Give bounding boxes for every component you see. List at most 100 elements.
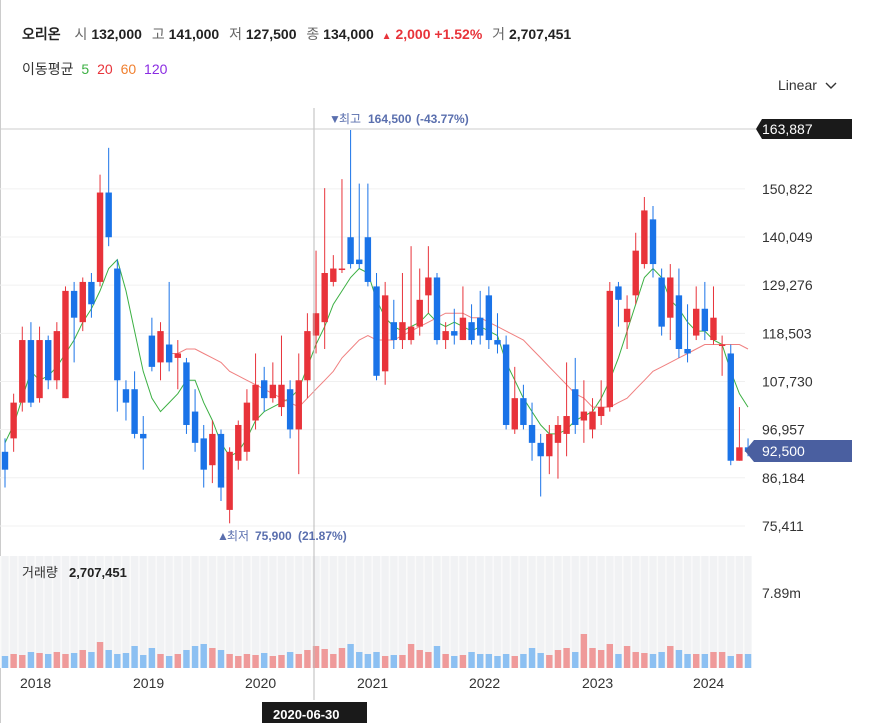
candle-body (537, 442, 544, 457)
volume-bar (597, 650, 605, 668)
candlestick-series (1, 129, 752, 524)
candle-body (407, 326, 415, 341)
moving-average-legend: 이동평균 5 20 60 120 (22, 59, 171, 79)
volume-bar (494, 656, 501, 668)
min-marker-value: 75,900 (255, 529, 292, 543)
candle-body (416, 299, 423, 327)
volume-column-bg (321, 556, 329, 668)
max-marker-value: 164,500 (368, 112, 412, 126)
candle-body (131, 389, 138, 434)
volume-bar (502, 654, 510, 668)
volume-bar (338, 648, 346, 668)
crosshair-date-label: 2020-06-30 (273, 707, 340, 722)
volume-bar (96, 642, 104, 668)
x-tick-label: 2020 (245, 675, 276, 691)
volume-bar (243, 654, 251, 668)
volume-column-bg (61, 556, 70, 668)
volume-column-bg (27, 556, 35, 668)
volume-bar (165, 656, 173, 668)
volume-column-bg (545, 556, 553, 668)
volume-bar (727, 656, 734, 668)
scale-dropdown-button[interactable]: Linear (778, 77, 837, 93)
volume-bar (148, 648, 156, 668)
volume-bar (693, 654, 700, 668)
candle-body (667, 277, 674, 318)
volume-bar (615, 654, 622, 668)
volume-column-bg (355, 556, 363, 668)
volume-column-bg (727, 556, 735, 668)
volume-bars (1, 634, 752, 668)
volume-column-bg (329, 556, 337, 668)
y-tick-label: 118,503 (762, 325, 812, 341)
volume-column-bg (260, 556, 268, 668)
candle-body (580, 411, 588, 421)
candle-body (658, 277, 665, 327)
volume-bar (554, 650, 562, 668)
y-tick-label: 140,049 (762, 229, 813, 245)
candle-body (554, 424, 562, 443)
volume-value: 2,707,451 (508, 26, 572, 42)
candle-body (451, 331, 458, 336)
volume-column-bg (683, 556, 692, 668)
x-tick-label: 2023 (582, 675, 613, 691)
volume-column-bg (1, 556, 9, 668)
y-tick-label: 150,822 (762, 181, 813, 197)
volume-column-bg (537, 556, 545, 668)
volume-column-bg (200, 556, 208, 668)
candle-body (62, 290, 69, 399)
candle-body (79, 281, 86, 323)
volume-column-bg (709, 556, 718, 668)
volume-bar (528, 648, 536, 668)
low-value: 127,500 (245, 26, 297, 42)
volume-column-bg (277, 556, 286, 668)
volume-bar (468, 652, 475, 668)
volume-column-bg (666, 556, 674, 668)
volume-column-bg (692, 556, 700, 668)
candle-body (304, 331, 311, 381)
ma60-label: 60 (120, 61, 137, 77)
volume-bar (295, 654, 302, 668)
candle-body (632, 250, 639, 296)
current-price-label: 92,500 (762, 443, 805, 459)
volume-column-bg (208, 556, 216, 668)
volume-column-bg (467, 556, 476, 668)
open-value: 132,000 (91, 26, 142, 42)
high-value: 141,000 (168, 26, 220, 42)
crosshair-date-badge: 2020-06-30 (262, 702, 367, 723)
candle-body (364, 237, 372, 282)
volume-bar (546, 655, 553, 668)
candle-body (243, 402, 251, 452)
volume-bar (191, 646, 199, 668)
candle-body (312, 313, 320, 336)
volume-label: 거 (492, 26, 506, 42)
volume-bar (105, 650, 112, 668)
volume-bar (321, 649, 328, 668)
volume-bar (485, 654, 493, 668)
volume-column-bg (79, 556, 87, 668)
candle-body (330, 268, 337, 282)
volume-column-bg (580, 556, 588, 668)
candle-body (718, 344, 726, 347)
volume-column-bg (563, 556, 571, 668)
volume-bar (88, 652, 95, 668)
candle-body (468, 322, 475, 341)
volume-column-bg (44, 556, 52, 668)
volume-bar (451, 656, 458, 668)
open-label: 시 (74, 26, 88, 42)
volume-column-bg (433, 556, 441, 668)
volume-bar (701, 654, 709, 668)
candle-body (27, 340, 35, 403)
volume-column-bg (658, 556, 666, 668)
volume-column-bg (649, 556, 657, 668)
volume-bar (675, 650, 683, 668)
volume-column-bg (156, 556, 165, 668)
volume-column-bg (416, 556, 424, 668)
y-axis-ticks: 163,887 150,822 140,049 129,276 118,503 107,7… (762, 122, 813, 533)
volume-column-bg (113, 556, 121, 668)
candle-body (200, 438, 207, 470)
volume-bar (390, 655, 397, 668)
volume-bar (235, 656, 242, 668)
ma20-label: 20 (97, 61, 113, 77)
candle-body (10, 402, 17, 439)
